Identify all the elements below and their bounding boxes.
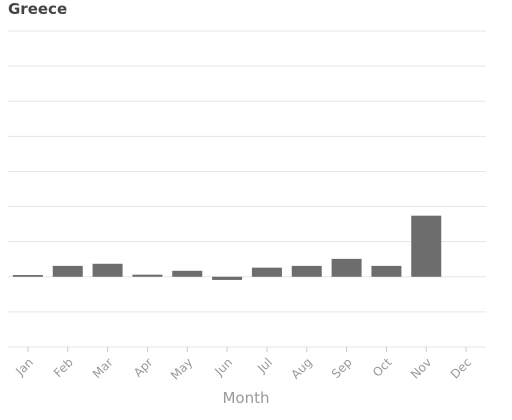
bar [132, 274, 163, 277]
bar [251, 267, 282, 277]
bar [52, 265, 83, 277]
bar [371, 265, 402, 277]
bar [92, 263, 123, 277]
x-tick-label: Jan [12, 355, 36, 379]
bar [331, 258, 362, 277]
x-tick-label: Sep [329, 355, 355, 381]
x-axis-title: Month [222, 389, 269, 407]
chart-title: Greece [8, 0, 67, 18]
x-tick-label: May [168, 355, 195, 382]
x-tick-label: Jul [254, 355, 275, 376]
x-tick-label: Dec [448, 355, 474, 381]
x-tick-label: Oct [370, 355, 395, 380]
x-tick-label: Feb [51, 355, 76, 380]
bar [172, 270, 203, 277]
bar [291, 265, 322, 277]
x-tick-label: Mar [90, 355, 116, 381]
bar [212, 276, 243, 280]
x-tick-label: Apr [131, 355, 156, 380]
bar [411, 215, 442, 277]
x-tick-label: Aug [288, 355, 314, 381]
x-tick-label: Jun [211, 355, 235, 379]
bar [12, 275, 43, 277]
x-tick-label: Nov [408, 355, 434, 381]
